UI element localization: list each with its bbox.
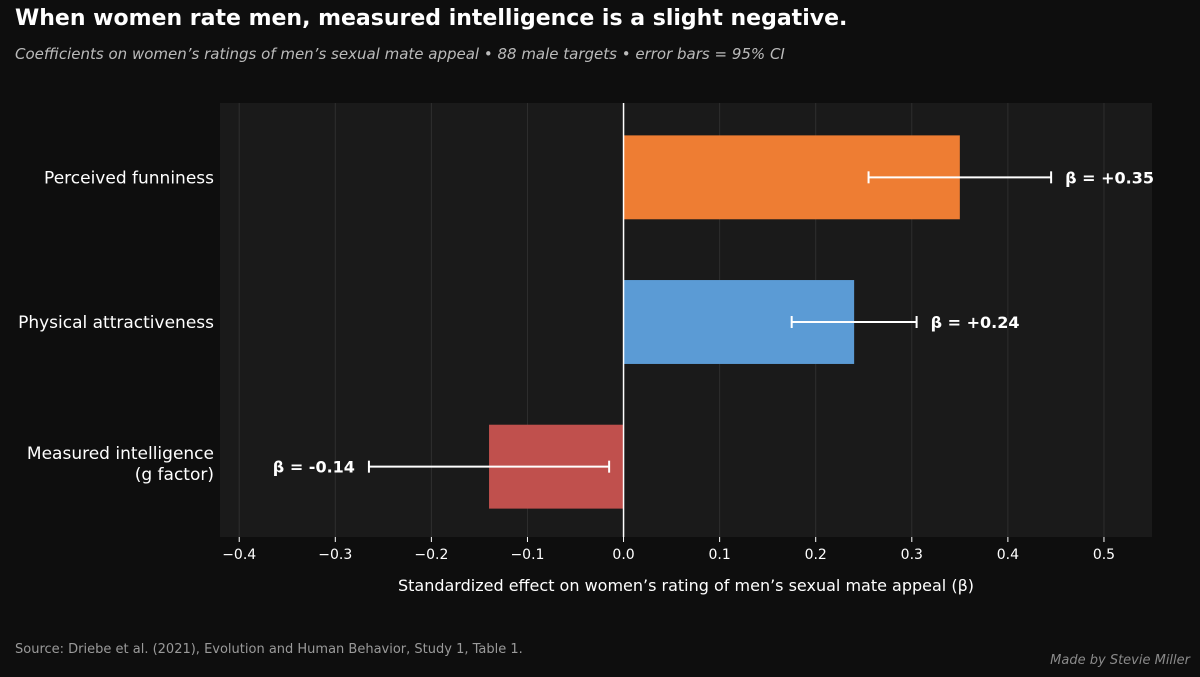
value-label: β = +0.24 [931,313,1020,332]
x-tick-label: −0.4 [222,547,256,563]
x-tick-label: 0.0 [612,547,634,563]
x-axis-title: Standardized effect on women’s rating of… [398,576,974,595]
credit-note: Made by Stevie Miller [1050,653,1190,668]
x-tick-label: −0.2 [414,547,448,563]
value-label: β = -0.14 [273,458,355,477]
chart-subtitle: Coefficients on women’s ratings of men’s… [15,45,785,63]
x-tick-label: 0.1 [708,547,730,563]
x-tick-label: −0.1 [510,547,544,563]
category-label: (g factor) [135,465,214,485]
x-tick-label: 0.5 [1093,547,1115,563]
category-label: Perceived funniness [44,168,214,188]
x-tick-label: −0.3 [318,547,352,563]
value-label: β = +0.35 [1065,168,1154,187]
chart-title: When women rate men, measured intelligen… [15,6,848,31]
category-label: Measured intelligence [27,444,214,464]
x-axis-ticks: −0.4 −0.3 −0.2 −0.1 0.0 0.1 0.2 0.3 0.4 0.5 [222,537,1115,563]
labels: β = +0.35 Perceived funniness β = +0.24 Phy… [18,168,1154,485]
error-bars [367,171,1053,473]
category-label: Physical attractiveness [18,313,214,333]
x-tick-label: 0.2 [805,547,827,563]
x-tick-label: 0.3 [901,547,923,563]
source-note: Source: Driebe et al. (2021), Evolution … [15,642,523,657]
x-tick-label: 0.4 [997,547,1019,563]
